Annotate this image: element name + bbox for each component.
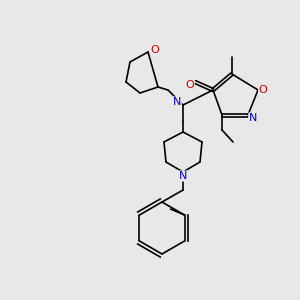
- Text: O: O: [186, 80, 194, 90]
- Text: N: N: [249, 113, 257, 123]
- Text: O: O: [259, 85, 267, 95]
- Text: N: N: [179, 171, 187, 181]
- Text: N: N: [173, 97, 181, 107]
- Text: O: O: [151, 45, 159, 55]
